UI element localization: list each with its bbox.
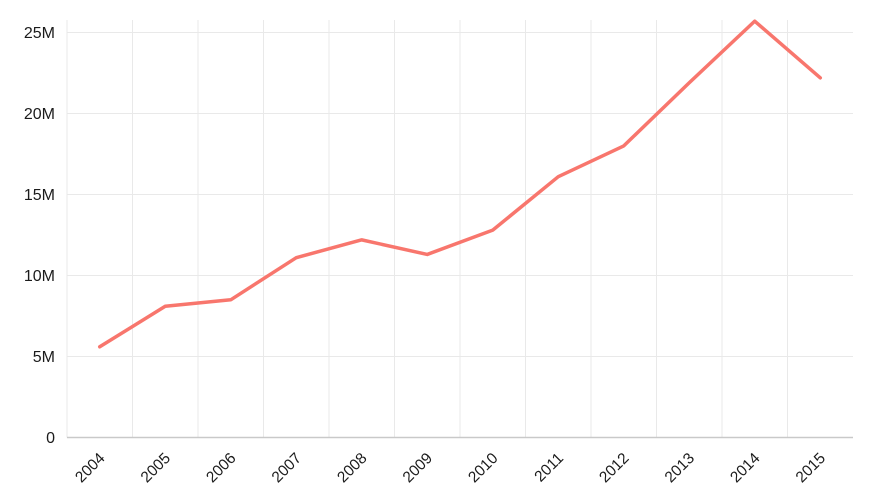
y-axis-tick-label: 10M — [24, 268, 55, 285]
y-axis-tick-label: 20M — [24, 106, 55, 123]
y-axis-tick-label: 0 — [46, 430, 55, 447]
y-axis-tick-label: 25M — [24, 25, 55, 42]
y-axis-tick-label: 5M — [33, 349, 55, 366]
y-axis-tick-label: 15M — [24, 187, 55, 204]
data-series-line — [98, 19, 822, 349]
